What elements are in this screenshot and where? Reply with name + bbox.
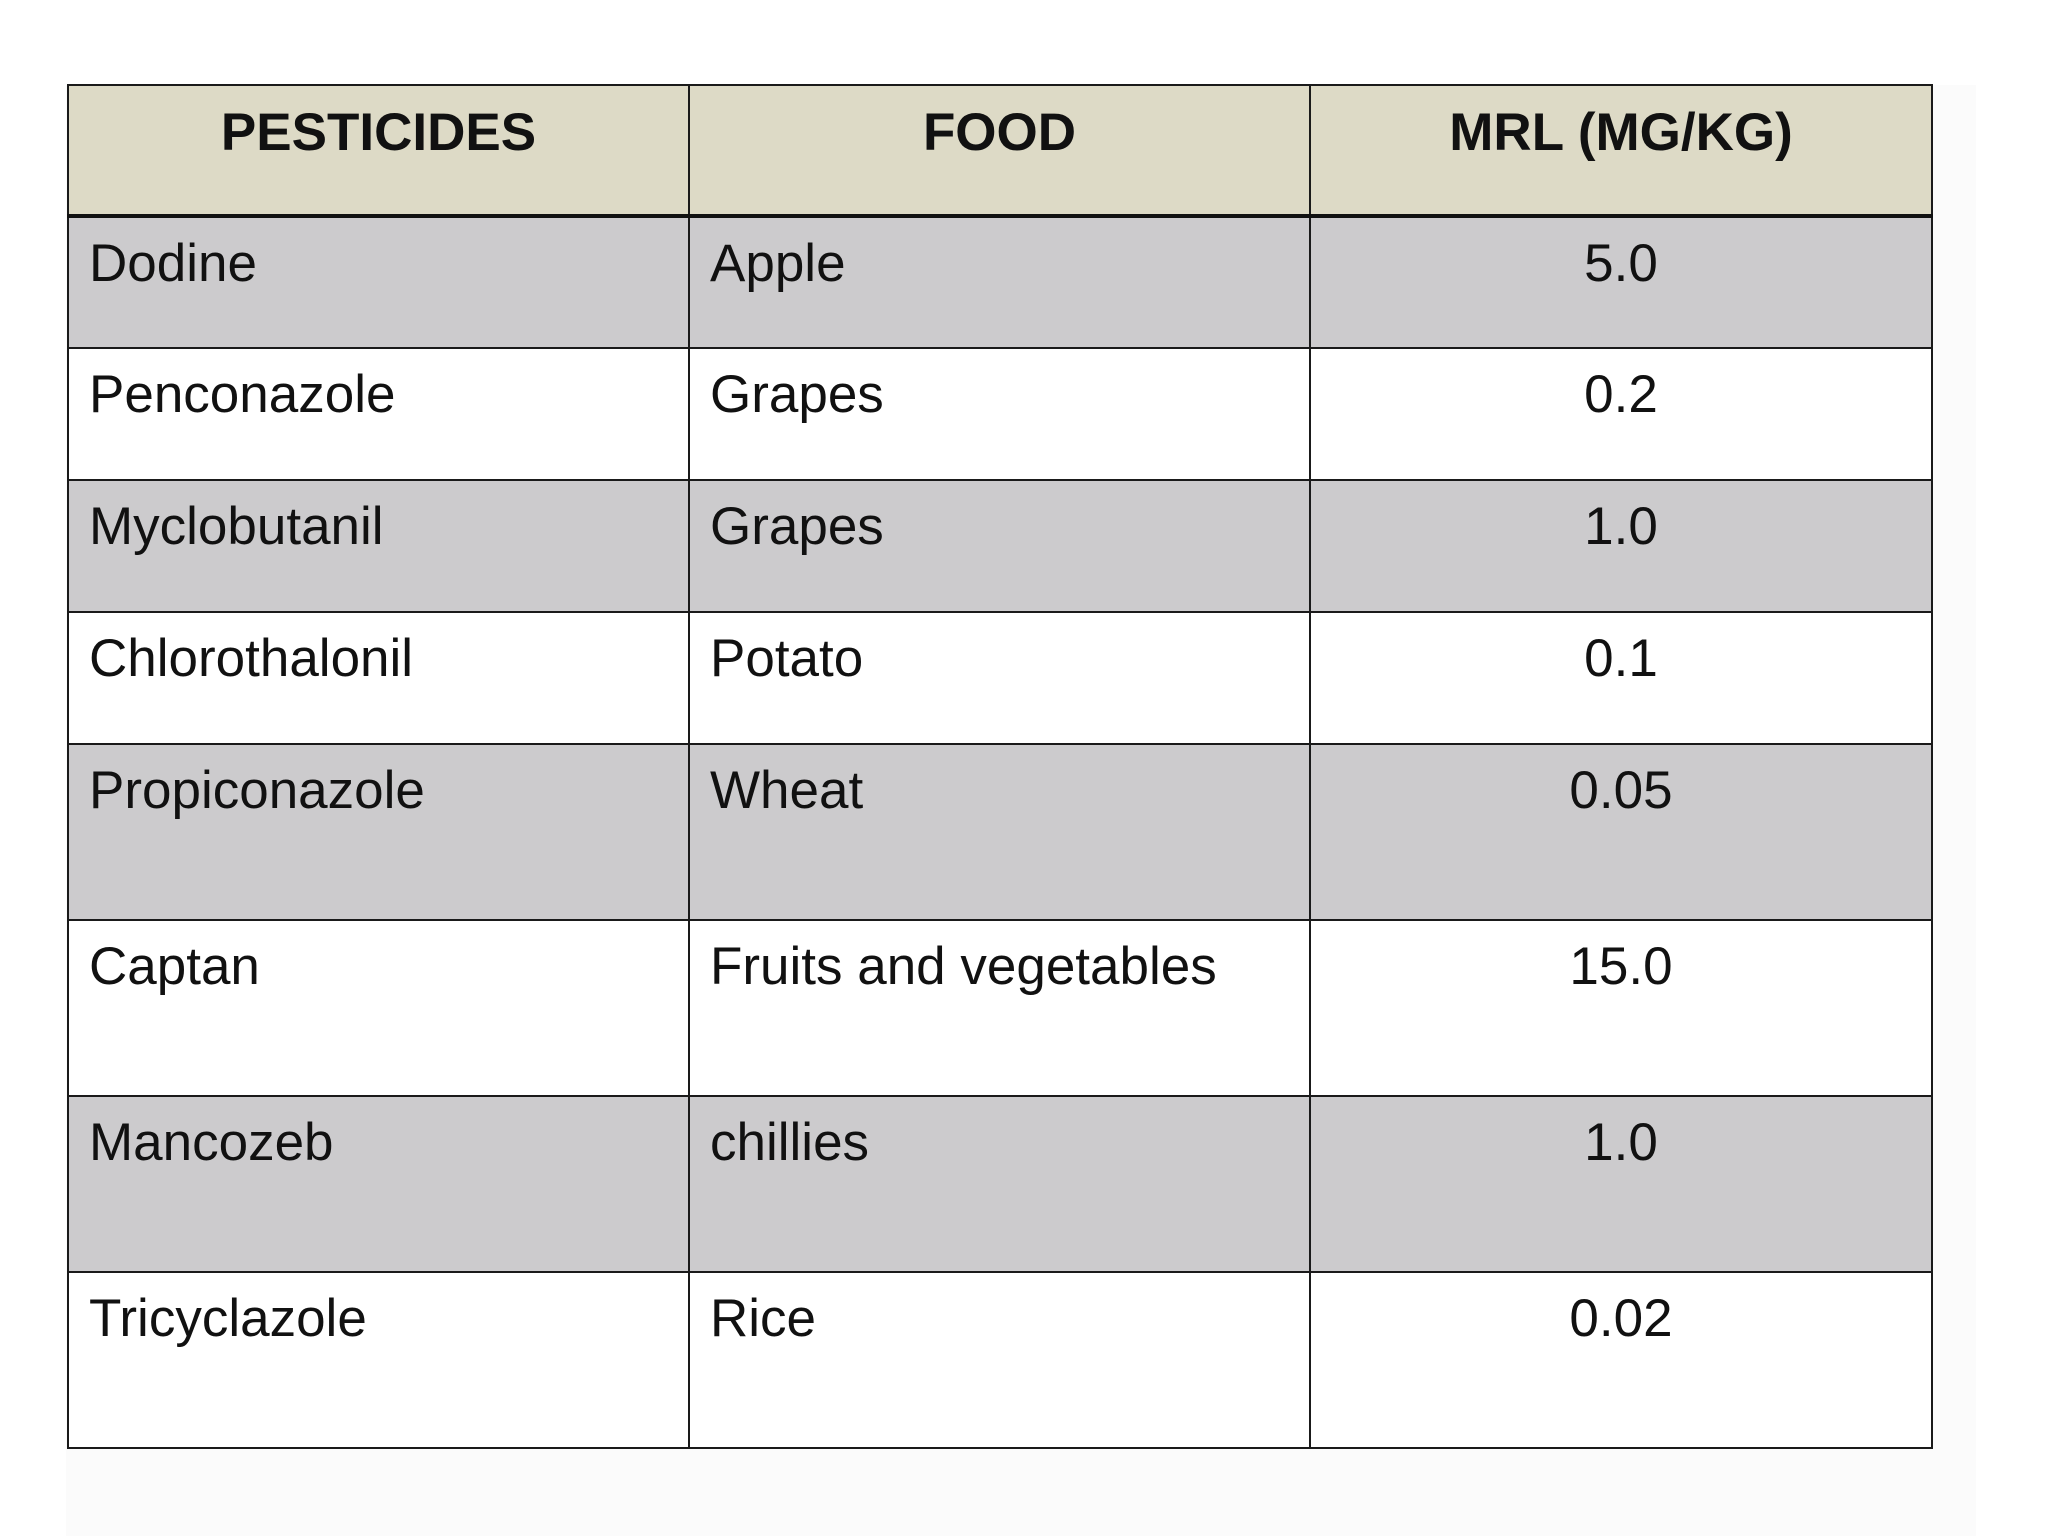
table-row: Tricyclazole Rice 0.02 <box>67 1271 1933 1449</box>
food-cell: Fruits and vegetables <box>688 919 1311 1097</box>
pesticide-cell: Mancozeb <box>67 1095 690 1273</box>
table-row: Mancozeb chillies 1.0 <box>67 1095 1933 1273</box>
table-row: Chlorothalonil Potato 0.1 <box>67 611 1933 745</box>
mrl-cell: 0.1 <box>1309 611 1933 745</box>
table-header-row: PESTICIDES FOOD MRL (MG/KG) <box>67 84 1933 218</box>
header-mrl: MRL (MG/KG) <box>1309 84 1933 218</box>
mrl-cell: 15.0 <box>1309 919 1933 1097</box>
mrl-cell: 0.02 <box>1309 1271 1933 1449</box>
food-cell: Potato <box>688 611 1311 745</box>
mrl-cell: 0.2 <box>1309 347 1933 481</box>
pesticide-cell: Penconazole <box>67 347 690 481</box>
mrl-cell: 1.0 <box>1309 479 1933 613</box>
mrl-cell: 5.0 <box>1309 215 1933 349</box>
header-pesticides: PESTICIDES <box>67 84 690 218</box>
food-cell: Grapes <box>688 347 1311 481</box>
header-food: FOOD <box>688 84 1311 218</box>
mrl-cell: 1.0 <box>1309 1095 1933 1273</box>
food-cell: Apple <box>688 215 1311 349</box>
table-row: Myclobutanil Grapes 1.0 <box>67 479 1933 613</box>
table-row: Dodine Apple 5.0 <box>67 215 1933 349</box>
food-cell: chillies <box>688 1095 1311 1273</box>
food-cell: Rice <box>688 1271 1311 1449</box>
table-row: Captan Fruits and vegetables 15.0 <box>67 919 1933 1097</box>
pesticide-cell: Tricyclazole <box>67 1271 690 1449</box>
mrl-table: PESTICIDES FOOD MRL (MG/KG) Dodine Apple… <box>67 84 1933 1449</box>
pesticide-cell: Myclobutanil <box>67 479 690 613</box>
pesticide-cell: Chlorothalonil <box>67 611 690 745</box>
food-cell: Wheat <box>688 743 1311 921</box>
mrl-cell: 0.05 <box>1309 743 1933 921</box>
table-row: Propiconazole Wheat 0.05 <box>67 743 1933 921</box>
pesticide-cell: Propiconazole <box>67 743 690 921</box>
food-cell: Grapes <box>688 479 1311 613</box>
pesticide-cell: Captan <box>67 919 690 1097</box>
pesticide-cell: Dodine <box>67 215 690 349</box>
table-row: Penconazole Grapes 0.2 <box>67 347 1933 481</box>
